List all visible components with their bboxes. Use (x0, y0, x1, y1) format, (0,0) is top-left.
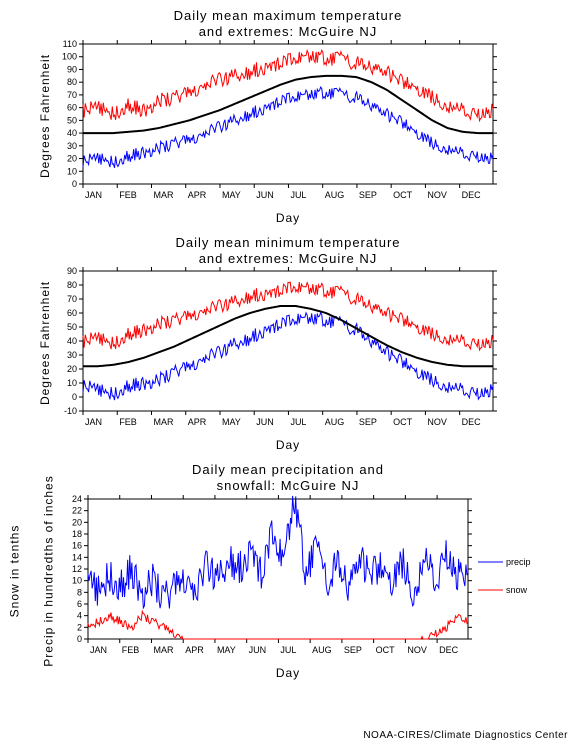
svg-text:DEC: DEC (439, 645, 459, 655)
svg-text:NOV: NOV (407, 645, 427, 655)
credit-text: NOAA-CIRES/Climate Diagnostics Center (363, 730, 568, 741)
svg-text:80: 80 (67, 77, 77, 87)
svg-text:APR: APR (188, 417, 207, 427)
chart1-title-line2: and extremes: McGuire NJ (199, 24, 378, 39)
svg-text:FEB: FEB (122, 645, 140, 655)
svg-text:-10: -10 (64, 406, 77, 416)
chart1-title-line1: Daily mean maximum temperature (174, 8, 403, 23)
svg-text:4: 4 (77, 610, 82, 620)
svg-text:NOV: NOV (427, 190, 447, 200)
svg-text:OCT: OCT (376, 645, 396, 655)
svg-text:0: 0 (72, 392, 77, 402)
chart1-plot: 0 10 20 30 40 50 60 70 80 90 100 110 JAN FEB MAR APR MAY… (38, 39, 508, 209)
svg-text:8: 8 (77, 587, 82, 597)
svg-text:SEP: SEP (344, 645, 362, 655)
chart2-title-line1: Daily mean minimum temperature (175, 235, 400, 250)
chart3-title-line1: Daily mean precipitation and (192, 462, 384, 477)
svg-text:MAY: MAY (217, 645, 236, 655)
chart2-title-line2: and extremes: McGuire NJ (199, 251, 378, 266)
svg-text:22: 22 (72, 505, 82, 515)
chart1-xlabel: Day (0, 211, 576, 225)
svg-text:NOV: NOV (427, 417, 447, 427)
svg-text:APR: APR (188, 190, 207, 200)
svg-text:30: 30 (67, 141, 77, 151)
svg-text:MAY: MAY (222, 190, 241, 200)
svg-text:JUL: JUL (280, 645, 296, 655)
svg-text:24: 24 (72, 494, 82, 504)
svg-text:40: 40 (67, 336, 77, 346)
svg-text:60: 60 (67, 103, 77, 113)
svg-text:MAR: MAR (153, 645, 174, 655)
chart-max-temp: Daily mean maximum temperature and extre… (0, 0, 576, 225)
svg-text:100: 100 (62, 52, 77, 62)
svg-text:50: 50 (67, 116, 77, 126)
chart3-xlabel: Day (0, 666, 576, 680)
svg-text:10: 10 (72, 575, 82, 585)
svg-text:30: 30 (67, 350, 77, 360)
svg-text:10: 10 (67, 378, 77, 388)
svg-text:2: 2 (77, 622, 82, 632)
svg-text:JUN: JUN (256, 417, 274, 427)
svg-text:0: 0 (77, 634, 82, 644)
svg-text:20: 20 (67, 154, 77, 164)
svg-text:40: 40 (67, 128, 77, 138)
svg-text:18: 18 (72, 529, 82, 539)
svg-text:MAY: MAY (222, 417, 241, 427)
svg-text:MAR: MAR (153, 417, 174, 427)
svg-text:FEB: FEB (119, 417, 137, 427)
svg-text:AUG: AUG (325, 190, 345, 200)
chart1-ylabel: Degrees Fahrenheit (38, 54, 52, 178)
chart3-plot: 024681012141618202224JANFEBMARAPRMAYJUNJ… (28, 494, 548, 664)
svg-text:snow: snow (506, 585, 528, 595)
svg-text:60: 60 (67, 308, 77, 318)
svg-text:JAN: JAN (85, 190, 102, 200)
chart2-xlabel: Day (0, 438, 576, 452)
chart3-ylabel2: Snow in tenths (7, 524, 21, 617)
svg-text:90: 90 (67, 266, 77, 276)
svg-text:70: 70 (67, 294, 77, 304)
svg-text:80: 80 (67, 280, 77, 290)
svg-text:DEC: DEC (462, 417, 482, 427)
chart-min-temp: Daily mean minimum temperature and extre… (0, 225, 576, 452)
svg-text:70: 70 (67, 90, 77, 100)
svg-text:APR: APR (185, 645, 204, 655)
svg-text:0: 0 (72, 179, 77, 189)
svg-text:6: 6 (77, 599, 82, 609)
svg-text:20: 20 (72, 517, 82, 527)
svg-text:JAN: JAN (85, 417, 102, 427)
svg-text:JAN: JAN (90, 645, 107, 655)
chart2-plot: -10 0 10 20 30 40 50 60 70 80 90 JAN FEB MAR APR MAY JUN… (38, 266, 508, 436)
svg-text:OCT: OCT (393, 190, 413, 200)
svg-text:precip: precip (506, 557, 531, 567)
svg-text:20: 20 (67, 364, 77, 374)
svg-text:MAR: MAR (153, 190, 174, 200)
svg-text:110: 110 (63, 39, 77, 49)
chart3-title-line2: snowfall: McGuire NJ (217, 478, 360, 493)
svg-text:14: 14 (72, 552, 82, 562)
svg-text:SEP: SEP (359, 190, 377, 200)
svg-text:90: 90 (67, 65, 77, 75)
svg-text:JUN: JUN (256, 190, 274, 200)
svg-text:JUN: JUN (249, 645, 267, 655)
chart3-ylabel1: Precip in hundredths of inches (42, 475, 56, 666)
svg-text:12: 12 (72, 564, 82, 574)
svg-text:SEP: SEP (359, 417, 377, 427)
svg-text:10: 10 (67, 166, 77, 176)
chart1-title: Daily mean maximum temperature and extre… (0, 8, 576, 39)
svg-text:OCT: OCT (393, 417, 413, 427)
chart-precip: Daily mean precipitation and snowfall: M… (0, 452, 576, 679)
chart3-title: Daily mean precipitation and snowfall: M… (0, 462, 576, 493)
svg-text:JUL: JUL (290, 417, 306, 427)
svg-text:FEB: FEB (119, 190, 137, 200)
svg-text:JUL: JUL (290, 190, 306, 200)
svg-text:16: 16 (72, 540, 82, 550)
svg-text:50: 50 (67, 322, 77, 332)
svg-text:AUG: AUG (325, 417, 345, 427)
svg-text:DEC: DEC (462, 190, 482, 200)
chart2-title: Daily mean minimum temperature and extre… (0, 235, 576, 266)
svg-text:AUG: AUG (312, 645, 332, 655)
chart2-ylabel: Degrees Fahrenheit (38, 281, 52, 405)
